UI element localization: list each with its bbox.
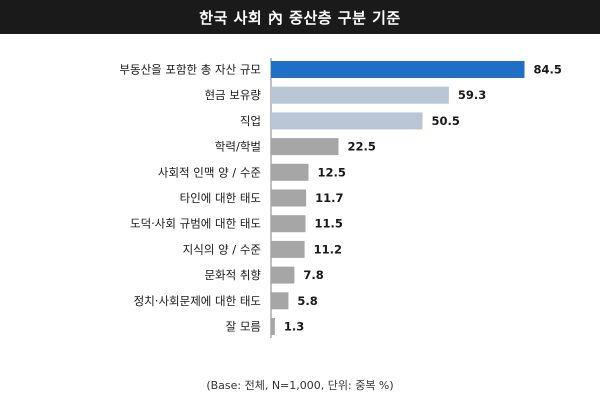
bars-layer: 부동산을 포함한 총 자산 규모 84.5 현금 보유량 59.3 직업 50.5 학력/학… [119,58,562,338]
category-label: 부동산을 포함한 총 자산 규모 [119,63,261,77]
category-label: 도덕·사회 규범에 대한 태도 [130,217,261,231]
bar [271,318,275,335]
bar [271,215,306,233]
value-label: 84.5 [534,63,562,77]
category-label: 사회적 인맥 양 / 수준 [158,165,261,179]
value-label: 1.3 [284,320,304,334]
bar [271,163,309,181]
value-label: 5.8 [297,294,317,308]
category-label: 타인에 대한 태도 [180,191,261,205]
value-label: 11.7 [315,191,343,205]
chart-footnote: (Base: 전체, N=1,000, 단위: 중복 %) [206,379,394,392]
category-label: 직업 [240,114,261,128]
value-label: 11.5 [315,217,343,231]
category-label: 학력/학벌 [215,140,261,154]
chart-title: 한국 사회 內 중산층 구분 기준 [0,0,600,34]
value-label: 7.8 [303,268,323,282]
bar [271,112,423,130]
category-label: 문화적 취향 [204,268,261,282]
category-label: 현금 보유량 [204,88,261,102]
category-label: 잘 모름 [226,320,261,334]
value-label: 12.5 [318,165,346,179]
bar [271,138,339,156]
bar [271,292,289,310]
category-label: 지식의 양 / 수준 [183,242,261,256]
bar [271,266,295,284]
category-label: 정치·사회문제에 대한 태도 [134,294,261,308]
bar [271,189,307,207]
value-label: 22.5 [348,140,376,154]
bar [271,61,525,78]
value-label: 50.5 [432,114,460,128]
bar [271,240,305,258]
value-label: 11.2 [314,242,342,256]
bar [271,86,449,104]
value-label: 59.3 [458,88,486,102]
